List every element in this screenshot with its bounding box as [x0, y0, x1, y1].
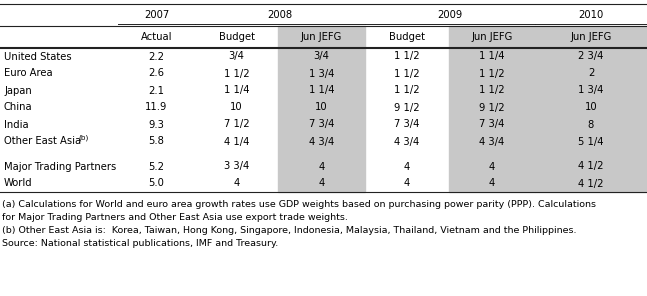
Text: 1 1/2: 1 1/2 [394, 86, 420, 96]
Text: Major Trading Partners: Major Trading Partners [4, 162, 116, 171]
Text: 9 1/2: 9 1/2 [394, 102, 420, 112]
Text: 10: 10 [230, 102, 243, 112]
Text: (b) Other East Asia is:  Korea, Taiwan, Hong Kong, Singapore, Indonesia, Malaysi: (b) Other East Asia is: Korea, Taiwan, H… [2, 226, 576, 235]
Text: 1 3/4: 1 3/4 [309, 68, 334, 78]
Text: 3/4: 3/4 [314, 52, 329, 62]
Text: 4 1/4: 4 1/4 [224, 136, 249, 147]
Text: Jun JEFG: Jun JEFG [301, 32, 342, 42]
Text: Jun JEFG: Jun JEFG [471, 32, 512, 42]
Text: India: India [4, 120, 28, 130]
Text: 2009: 2009 [437, 10, 463, 20]
Text: 4: 4 [489, 178, 495, 189]
Text: 1 1/2: 1 1/2 [394, 52, 420, 62]
Text: 1 1/2: 1 1/2 [394, 68, 420, 78]
Text: 4 1/2: 4 1/2 [578, 178, 604, 189]
Text: 2007: 2007 [144, 10, 169, 20]
Text: 4 1/2: 4 1/2 [578, 162, 604, 171]
Text: 2.6: 2.6 [149, 68, 164, 78]
Text: World: World [4, 178, 32, 189]
Text: 9 1/2: 9 1/2 [479, 102, 505, 112]
Text: 4: 4 [404, 178, 410, 189]
Text: 1 1/4: 1 1/4 [309, 86, 334, 96]
Text: for Major Trading Partners and Other East Asia use export trade weights.: for Major Trading Partners and Other Eas… [2, 213, 348, 222]
Text: 4 3/4: 4 3/4 [395, 136, 420, 147]
Bar [278, 26, 365, 192]
Text: 10: 10 [315, 102, 328, 112]
Text: 4 3/4: 4 3/4 [309, 136, 334, 147]
Text: Other East Asia: Other East Asia [4, 136, 81, 147]
Text: 3 3/4: 3 3/4 [224, 162, 249, 171]
Text: 4: 4 [489, 162, 495, 171]
Text: Budget: Budget [389, 32, 425, 42]
Text: 4 3/4: 4 3/4 [479, 136, 505, 147]
Text: China: China [4, 102, 32, 112]
Text: 5.0: 5.0 [149, 178, 164, 189]
Text: 11.9: 11.9 [146, 102, 168, 112]
Text: 1 1/2: 1 1/2 [224, 68, 249, 78]
Text: 7 3/4: 7 3/4 [309, 120, 334, 130]
Text: 7 3/4: 7 3/4 [394, 120, 420, 130]
Text: (b): (b) [78, 134, 88, 141]
Text: 5.2: 5.2 [149, 162, 164, 171]
Text: 2010: 2010 [578, 10, 604, 20]
Text: 1 3/4: 1 3/4 [578, 86, 604, 96]
Bar [535, 26, 647, 192]
Text: Japan: Japan [4, 86, 32, 96]
Text: 2.1: 2.1 [149, 86, 164, 96]
Text: 2008: 2008 [267, 10, 292, 20]
Text: 5.8: 5.8 [149, 136, 164, 147]
Text: Euro Area: Euro Area [4, 68, 52, 78]
Text: 2 3/4: 2 3/4 [578, 52, 604, 62]
Text: 3/4: 3/4 [228, 52, 245, 62]
Text: Source: National statistical publications, IMF and Treasury.: Source: National statistical publication… [2, 239, 278, 248]
Text: 5 1/4: 5 1/4 [578, 136, 604, 147]
Text: Jun JEFG: Jun JEFG [570, 32, 611, 42]
Text: Actual: Actual [141, 32, 172, 42]
Text: 9.3: 9.3 [149, 120, 164, 130]
Text: 4: 4 [404, 162, 410, 171]
Text: 1 1/2: 1 1/2 [479, 68, 505, 78]
Text: 4: 4 [234, 178, 239, 189]
Text: 7 1/2: 7 1/2 [224, 120, 249, 130]
Text: 7 3/4: 7 3/4 [479, 120, 505, 130]
Text: 1 1/2: 1 1/2 [479, 86, 505, 96]
Text: 2.2: 2.2 [149, 52, 164, 62]
Text: (a) Calculations for World and euro area growth rates use GDP weights based on p: (a) Calculations for World and euro area… [2, 200, 596, 209]
Text: 1 1/4: 1 1/4 [479, 52, 505, 62]
Text: 4: 4 [318, 162, 325, 171]
Text: 8: 8 [588, 120, 594, 130]
Text: 2: 2 [588, 68, 594, 78]
Text: Budget: Budget [219, 32, 254, 42]
Text: United States: United States [4, 52, 72, 62]
Text: 1 1/4: 1 1/4 [224, 86, 249, 96]
Text: 10: 10 [585, 102, 597, 112]
Bar [449, 26, 535, 192]
Text: 4: 4 [318, 178, 325, 189]
